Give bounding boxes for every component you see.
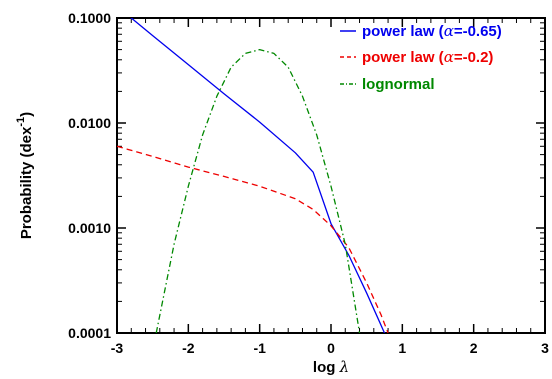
legend-alpha-symbol: α — [444, 22, 454, 40]
legend-label-2: power law (α=-0.2) — [362, 48, 493, 66]
y-axis-title-close: ) — [18, 112, 35, 117]
x-axis-title-symbol: λ — [339, 358, 350, 376]
series-layer — [117, 18, 389, 333]
series-line-3 — [155, 48, 361, 333]
x-tick-label: 1 — [398, 340, 406, 356]
axis-tick-labels: -3 -2 -1 0 1 2 3 0.0001 0.0010 0.0100 0.1000 — [68, 10, 549, 356]
legend-alpha-symbol: α — [444, 48, 454, 66]
legend-label-1: power law (α=-0.65) — [362, 22, 502, 40]
x-axis-title: log λ — [313, 358, 349, 376]
legend-label-text: power law ( — [362, 49, 444, 66]
legend-label-text: lognormal — [362, 76, 435, 93]
x-tick-label: -3 — [111, 340, 124, 356]
x-tick-label: 3 — [541, 340, 549, 356]
axis-ticks — [116, 17, 546, 334]
legend-label-value: =-0.2) — [454, 49, 494, 66]
y-tick-label: 0.0001 — [68, 325, 111, 341]
x-tick-label: 2 — [470, 340, 478, 356]
series-line-1 — [129, 18, 386, 333]
legend-label-text: power law ( — [362, 23, 444, 40]
y-axis-title-sup: -1 — [15, 117, 27, 127]
x-tick-label: -2 — [182, 340, 195, 356]
x-tick-label: -1 — [253, 340, 266, 356]
y-tick-label: 0.1000 — [68, 10, 111, 26]
y-axis-title-main: Probability (dex — [18, 126, 35, 239]
y-tick-label: 0.0010 — [68, 220, 111, 236]
x-tick-label: 0 — [327, 340, 335, 356]
legend-label-value: =-0.65) — [454, 23, 502, 40]
legend-label-3: lognormal — [362, 76, 435, 93]
y-axis-title: Probability (dex-1) — [15, 112, 35, 239]
y-tick-label: 0.0100 — [68, 115, 111, 131]
x-axis-title-text: log — [313, 359, 340, 376]
series-line-2 — [117, 145, 389, 333]
legend: power law (α=-0.65)power law (α=-0.2)log… — [340, 22, 502, 93]
